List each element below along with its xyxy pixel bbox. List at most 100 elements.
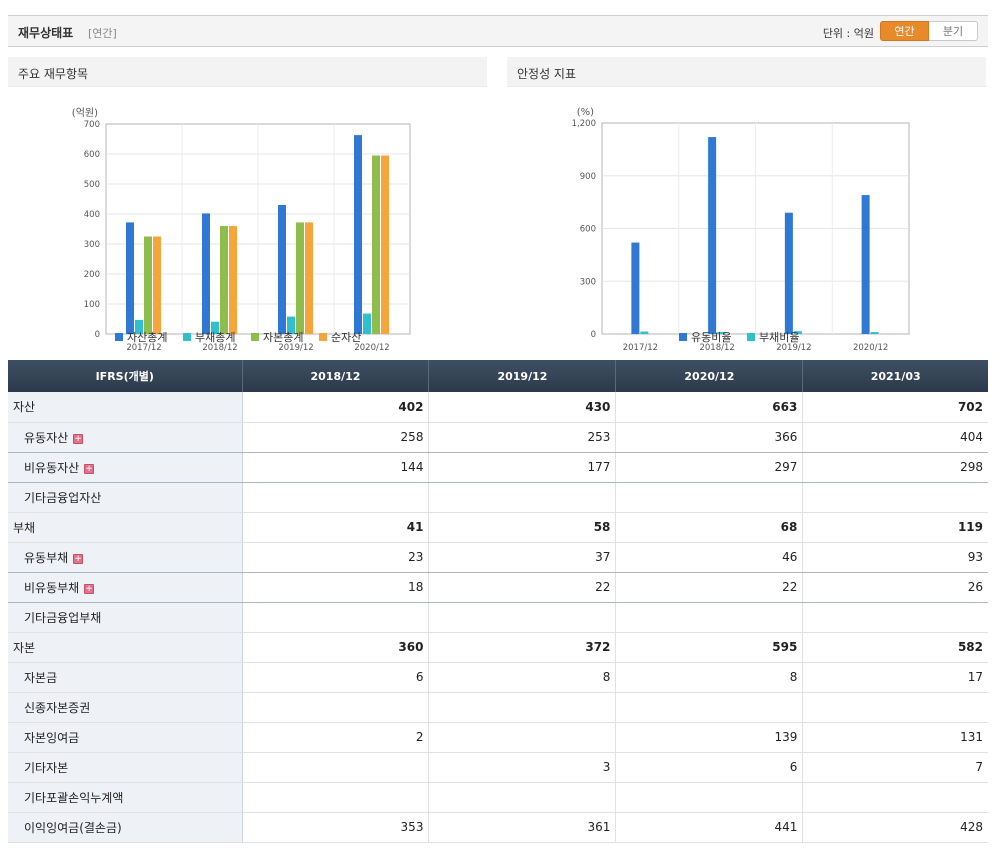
row-label-text: 자산 xyxy=(13,400,36,415)
y-axis-unit: (억원) xyxy=(72,107,98,119)
y-tick-label: 0 xyxy=(591,330,596,340)
major-items-chart: 0 100 200 300 400 500 600 700(억원) 2017/12 2018/12… xyxy=(72,107,411,353)
cell-value xyxy=(615,602,804,633)
column-header: 2018/12 xyxy=(242,360,430,392)
cell-value: 3 xyxy=(428,752,617,783)
annual-button[interactable]: 연간 xyxy=(880,21,929,41)
row-label: 유동자산 + xyxy=(8,422,243,453)
x-tick-label: 2020/12 xyxy=(853,343,888,353)
cell-value xyxy=(242,602,430,633)
row-label-text: 비유동부채 xyxy=(24,580,80,595)
cell-value xyxy=(428,692,617,723)
cell-value xyxy=(615,782,804,813)
cell-value: 58 xyxy=(428,512,617,543)
cell-value: 68 xyxy=(615,512,804,543)
row-label: 자본잉여금 xyxy=(8,722,243,753)
bar xyxy=(631,242,640,334)
cell-value: 119 xyxy=(802,512,988,543)
x-tick-label: 2017/12 xyxy=(623,343,658,353)
cell-value: 41 xyxy=(242,512,430,543)
legend-swatch xyxy=(251,333,259,341)
cell-value xyxy=(242,482,430,513)
bar xyxy=(793,331,802,334)
cell-value xyxy=(615,482,804,513)
legend-label: 자산총계 xyxy=(127,331,167,344)
x-tick-label: 2017/12 xyxy=(126,343,161,353)
expand-plus-icon[interactable]: + xyxy=(84,583,95,594)
expand-plus-icon[interactable]: + xyxy=(73,433,84,444)
cell-value xyxy=(242,692,430,723)
cell-value xyxy=(428,482,617,513)
legend-swatch xyxy=(679,333,687,341)
bar xyxy=(296,222,304,334)
expand-plus-icon[interactable]: + xyxy=(73,553,84,564)
legend-swatch xyxy=(183,333,191,341)
row-label-text: 자본 xyxy=(13,640,36,655)
period-label: [연간] xyxy=(88,27,117,40)
legend-swatch xyxy=(115,333,123,341)
row-label: 기타자본 xyxy=(8,752,243,783)
legend-swatch xyxy=(747,333,755,341)
row-label: 자본금 xyxy=(8,662,243,693)
cell-value xyxy=(802,782,988,813)
y-tick-label: 1,200 xyxy=(572,119,596,129)
legend-label: 유동비율 xyxy=(691,331,731,344)
row-label-text: 기타포괄손익누계액 xyxy=(24,790,124,805)
row-label: 유동부채 + xyxy=(8,542,243,573)
row-label-text: 기타금융업부채 xyxy=(24,610,102,625)
bar xyxy=(287,316,295,334)
cell-value: 93 xyxy=(802,542,988,573)
legend-label: 부채총계 xyxy=(195,331,235,344)
row-label: 비유동부채 + xyxy=(8,572,243,603)
y-axis-unit: (%) xyxy=(577,107,594,118)
cell-value: 22 xyxy=(428,572,617,603)
bar xyxy=(784,212,793,334)
y-tick-label: 600 xyxy=(84,150,100,160)
bar xyxy=(870,332,879,334)
row-label: 기타금융업부채 xyxy=(8,602,243,633)
cell-value: 46 xyxy=(615,542,804,573)
y-tick-label: 300 xyxy=(580,277,596,287)
cell-value: 595 xyxy=(615,632,804,663)
bar xyxy=(354,135,362,334)
cell-value: 8 xyxy=(615,662,804,693)
table-row: 기타금융업자산 xyxy=(8,482,988,513)
x-tick-label: 2018/12 xyxy=(699,343,734,353)
cell-value: 663 xyxy=(615,392,804,423)
cell-value: 253 xyxy=(428,422,617,453)
x-tick-label: 2020/12 xyxy=(354,343,389,353)
section-title: 재무상태표 xyxy=(18,26,74,40)
major-items-panel: 주요 재무항목 0 100 200 300 400 500 600 700 (억원) 2017/1… xyxy=(8,57,487,359)
cell-value: 372 xyxy=(428,632,617,663)
cell-value: 17 xyxy=(802,662,988,693)
cell-value xyxy=(242,782,430,813)
column-header: IFRS(개별) xyxy=(8,360,243,392)
legend-label: 부채비율 xyxy=(759,331,799,344)
row-label-text: 유동부채 xyxy=(24,550,69,565)
bar xyxy=(305,222,313,334)
table-row: 이익잉여금(결손금) 353 361 441 428 xyxy=(8,812,988,843)
cell-value: 22 xyxy=(615,572,804,603)
expand-plus-icon[interactable]: + xyxy=(84,463,95,474)
column-header: 2020/12 xyxy=(615,360,804,392)
bar xyxy=(381,155,389,334)
row-label-text: 자본잉여금 xyxy=(24,730,80,745)
stability-chart: 0 300 600 900 1,200(%) 2017/12 2018/12 2019/12 2… xyxy=(572,107,910,353)
x-tick-label: 2019/12 xyxy=(278,343,313,353)
bar xyxy=(640,331,649,334)
row-label-text: 비유동자산 xyxy=(24,460,80,475)
row-label: 자산 xyxy=(8,392,243,423)
balance-sheet-table: IFRS(개별) 2018/12 2019/12 2020/12 2021/03… xyxy=(8,360,988,843)
table-row: 부채 41 58 68 119 xyxy=(8,512,988,543)
legend-swatch xyxy=(319,333,327,341)
row-label-text: 신종자본증권 xyxy=(24,700,91,715)
quarter-button[interactable]: 분기 xyxy=(929,21,978,41)
cell-value: 298 xyxy=(802,452,988,483)
cell-value: 297 xyxy=(615,452,804,483)
table-row: 기타포괄손익누계액 xyxy=(8,782,988,813)
legend-label: 자본총계 xyxy=(263,331,303,344)
row-label-text: 자본금 xyxy=(24,670,58,685)
cell-value: 361 xyxy=(428,812,617,843)
major-items-title: 주요 재무항목 xyxy=(8,57,487,87)
cell-value xyxy=(242,752,430,783)
